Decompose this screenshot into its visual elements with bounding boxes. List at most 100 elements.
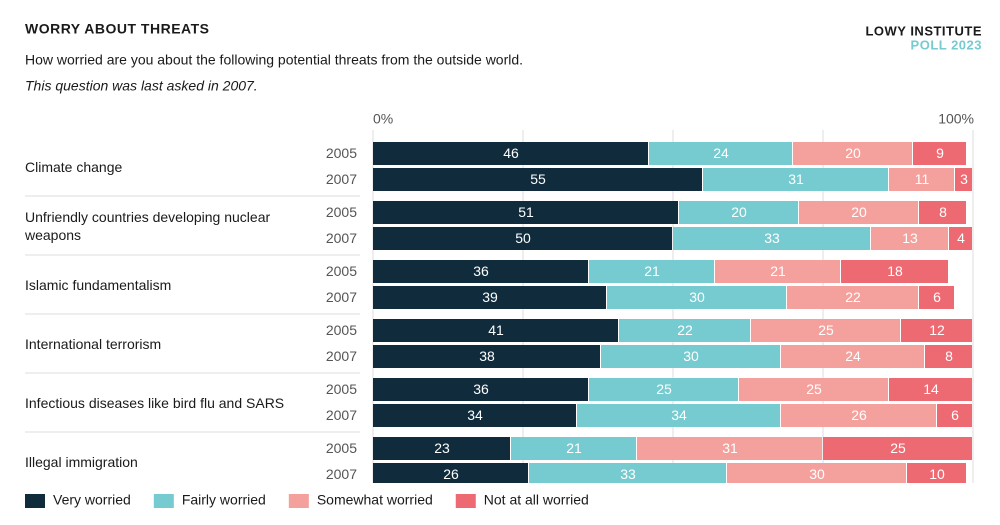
bar-segment [373,378,588,401]
y-tick-label: 2007 [326,171,357,187]
data-label: 20 [851,204,867,220]
group-label: Islamic fundamentalism [25,276,172,293]
data-label: 20 [845,145,861,161]
bar-segment [715,260,840,283]
bar-segment [727,463,906,483]
data-label: 30 [683,348,699,364]
y-tick-label: 2007 [326,407,357,423]
data-label: 38 [479,348,495,364]
bar-segment [925,345,972,368]
y-tick-label: 2005 [326,204,357,220]
data-label: 26 [851,407,867,423]
bar-segment [787,286,918,309]
bar-segment [373,201,678,224]
bar-segment [901,319,972,342]
bar-segment [511,437,636,460]
bar-segment [589,260,714,283]
bar-segment [907,463,966,483]
chart-note: This question was last asked in 2007. [25,78,258,94]
data-label: 20 [731,204,747,220]
bar-segment [649,142,792,165]
bar-segment [637,437,822,460]
bar-segment [937,404,972,427]
brand-sub: POLL 2023 [911,37,982,52]
bar-segment [373,437,510,460]
bar-segment [673,227,870,250]
bar-segment [373,286,606,309]
data-label: 4 [957,230,965,246]
group-label-box: Islamic fundamentalism [25,276,172,293]
legend-swatch [153,494,174,508]
data-label: 26 [443,466,459,482]
data-label: 10 [929,466,945,482]
data-label: 13 [902,230,918,246]
bar-segment [913,142,966,165]
data-label: 34 [467,407,483,423]
data-label: 24 [845,348,861,364]
group-label-box: Infectious diseases like bird flu and SA… [25,395,284,411]
data-label: 25 [818,322,834,338]
brand: LOWY INSTITUTE [865,23,982,38]
legend-label: Very worried [53,492,131,508]
x-tick-label: 0% [373,111,393,127]
y-tick-label: 2005 [326,440,357,456]
bar-segment [577,404,780,427]
bar-segment [373,260,588,283]
bar-segment [781,404,936,427]
y-tick-label: 2007 [326,348,357,364]
group-label-box: Illegal immigration [25,453,138,470]
group-label: Unfriendly countries developing nuclear … [25,208,271,243]
data-label: 31 [722,440,738,456]
data-label: 36 [473,381,489,397]
data-label: 55 [530,171,546,187]
bar-segment [955,168,972,191]
y-tick-label: 2005 [326,263,357,279]
data-label: 8 [945,348,953,364]
legend-label: Not at all worried [484,492,589,508]
data-label: 25 [656,381,672,397]
group-label-box: Climate change [25,159,122,175]
bar-segment [679,201,798,224]
legend-swatch [25,494,45,508]
bar-segment [619,319,750,342]
bar-segment [889,378,972,401]
data-label: 22 [845,289,861,305]
data-label: 24 [713,145,729,161]
data-label: 22 [677,322,693,338]
data-label: 6 [951,407,959,423]
plot: Climate change Unfriendly countries devel… [25,142,972,483]
legend-swatch [455,494,476,508]
bar-segment [601,345,780,368]
bar-segment [919,201,966,224]
data-label: 51 [518,204,534,220]
data-label: 21 [566,440,582,456]
data-label: 14 [923,381,939,397]
group-label-box: International terrorism [25,336,161,352]
y-tick-label: 2005 [326,145,357,161]
data-label: 30 [689,289,705,305]
data-label: 9 [936,145,944,161]
legend-label: Somewhat worried [317,492,433,508]
bar-segment [607,286,786,309]
bar-segment [781,345,924,368]
data-label: 33 [764,230,780,246]
legend-label: Fairly worried [182,492,266,508]
bar-segment [703,168,888,191]
bar-segment [589,378,738,401]
group-label-box: Unfriendly countries developing nuclear … [25,208,271,243]
bar-segment [823,437,972,460]
bar-segment [949,227,972,250]
bar-segment [373,345,600,368]
data-label: 34 [671,407,687,423]
bar-segment [373,319,618,342]
data-label: 6 [933,289,941,305]
bar-segment [871,227,948,250]
y-tick-label: 2005 [326,381,357,397]
bar-segment [739,378,888,401]
data-label: 25 [806,381,822,397]
x-tick-label: 100% [938,111,974,127]
data-label: 25 [890,440,906,456]
legend: Very worried Fairly worried Somewhat worri… [0,484,1000,525]
group-label: Illegal immigration [25,453,138,470]
